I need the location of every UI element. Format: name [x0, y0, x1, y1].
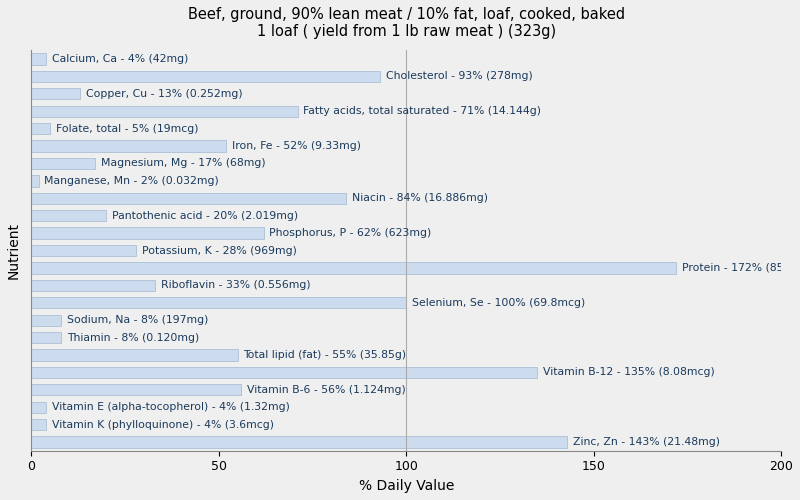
Bar — [31, 262, 676, 274]
Text: Zinc, Zn - 143% (21.48mg): Zinc, Zn - 143% (21.48mg) — [573, 437, 720, 447]
Bar — [31, 332, 62, 343]
Bar — [31, 158, 95, 169]
Bar — [31, 419, 46, 430]
Bar — [31, 88, 80, 100]
Bar — [31, 245, 136, 256]
Text: Total lipid (fat) - 55% (35.85g): Total lipid (fat) - 55% (35.85g) — [243, 350, 406, 360]
Text: Copper, Cu - 13% (0.252mg): Copper, Cu - 13% (0.252mg) — [86, 89, 242, 99]
Bar — [31, 314, 62, 326]
Text: Thiamin - 8% (0.120mg): Thiamin - 8% (0.120mg) — [67, 332, 199, 342]
Text: Vitamin K (phylloquinone) - 4% (3.6mcg): Vitamin K (phylloquinone) - 4% (3.6mcg) — [52, 420, 274, 430]
Bar — [31, 123, 50, 134]
Text: Manganese, Mn - 2% (0.032mg): Manganese, Mn - 2% (0.032mg) — [45, 176, 219, 186]
Text: Niacin - 84% (16.886mg): Niacin - 84% (16.886mg) — [352, 194, 488, 203]
Bar — [31, 192, 346, 204]
Text: Selenium, Se - 100% (69.8mcg): Selenium, Se - 100% (69.8mcg) — [412, 298, 585, 308]
Text: Cholesterol - 93% (278mg): Cholesterol - 93% (278mg) — [386, 72, 532, 82]
Text: Vitamin E (alpha-tocopherol) - 4% (1.32mg): Vitamin E (alpha-tocopherol) - 4% (1.32m… — [52, 402, 290, 412]
Bar — [31, 106, 298, 117]
Bar — [31, 228, 264, 239]
Text: Riboflavin - 33% (0.556mg): Riboflavin - 33% (0.556mg) — [161, 280, 310, 290]
Text: Vitamin B-6 - 56% (1.124mg): Vitamin B-6 - 56% (1.124mg) — [247, 385, 406, 395]
Text: Magnesium, Mg - 17% (68mg): Magnesium, Mg - 17% (68mg) — [101, 158, 266, 168]
Text: Folate, total - 5% (19mcg): Folate, total - 5% (19mcg) — [56, 124, 198, 134]
X-axis label: % Daily Value: % Daily Value — [358, 479, 454, 493]
Title: Beef, ground, 90% lean meat / 10% fat, loaf, cooked, baked
1 loaf ( yield from 1: Beef, ground, 90% lean meat / 10% fat, l… — [188, 7, 625, 40]
Text: Vitamin B-12 - 135% (8.08mcg): Vitamin B-12 - 135% (8.08mcg) — [543, 368, 715, 378]
Text: Phosphorus, P - 62% (623mg): Phosphorus, P - 62% (623mg) — [270, 228, 432, 238]
Bar — [31, 140, 226, 151]
Bar — [31, 384, 242, 396]
Y-axis label: Nutrient: Nutrient — [7, 222, 21, 279]
Text: Pantothenic acid - 20% (2.019mg): Pantothenic acid - 20% (2.019mg) — [112, 210, 298, 220]
Text: Protein - 172% (85.98g): Protein - 172% (85.98g) — [682, 263, 800, 273]
Bar — [31, 350, 238, 360]
Bar — [31, 70, 380, 82]
Text: Calcium, Ca - 4% (42mg): Calcium, Ca - 4% (42mg) — [52, 54, 188, 64]
Bar — [31, 210, 106, 222]
Text: Sodium, Na - 8% (197mg): Sodium, Na - 8% (197mg) — [67, 315, 208, 325]
Bar — [31, 367, 538, 378]
Bar — [31, 175, 39, 186]
Text: Potassium, K - 28% (969mg): Potassium, K - 28% (969mg) — [142, 246, 297, 256]
Text: Iron, Fe - 52% (9.33mg): Iron, Fe - 52% (9.33mg) — [232, 141, 361, 151]
Bar — [31, 297, 406, 308]
Text: Fatty acids, total saturated - 71% (14.144g): Fatty acids, total saturated - 71% (14.1… — [303, 106, 541, 116]
Bar — [31, 280, 155, 291]
Bar — [31, 436, 567, 448]
Bar — [31, 54, 46, 64]
Bar — [31, 402, 46, 413]
